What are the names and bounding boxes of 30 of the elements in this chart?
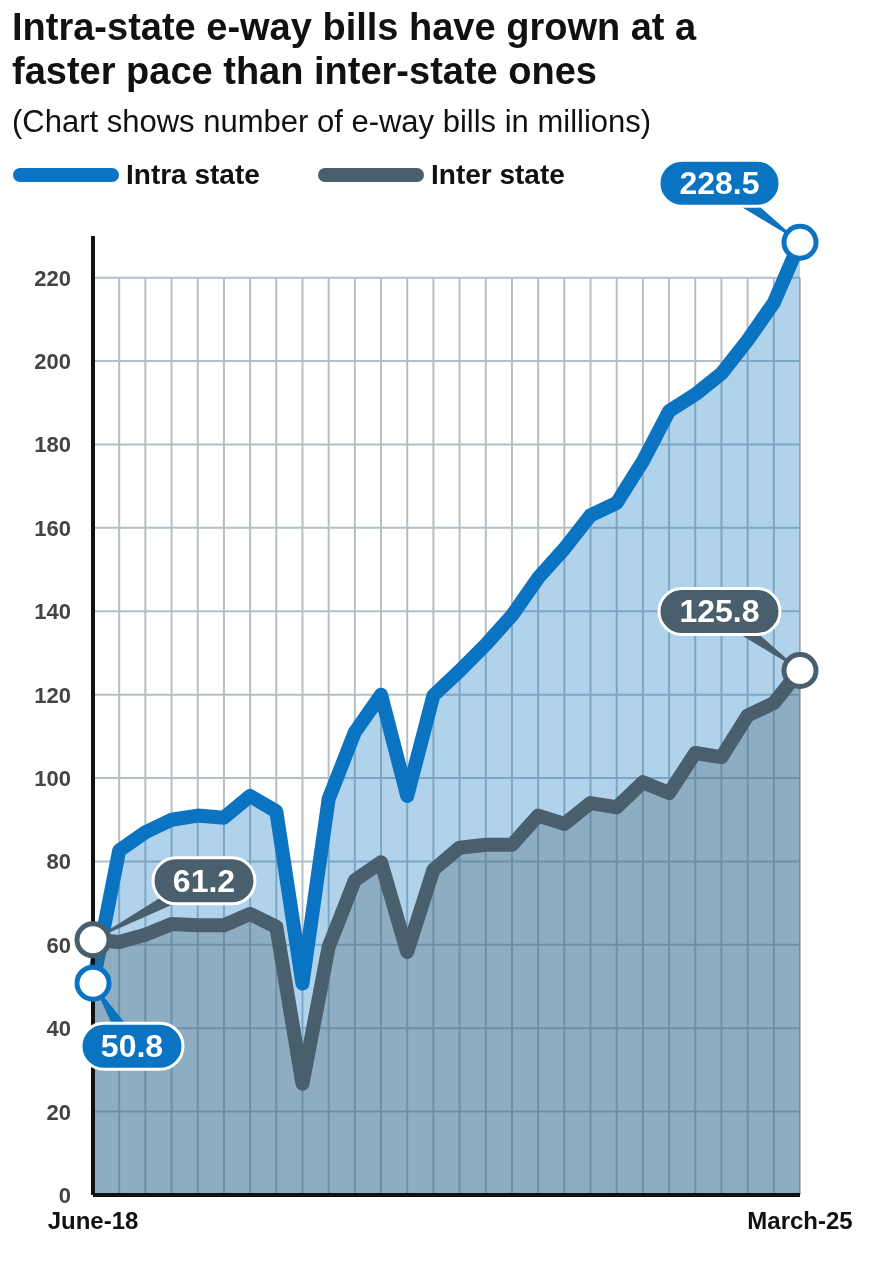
chart-subtitle: (Chart shows number of e-way bills in millions): [12, 104, 652, 139]
point: [74, 921, 112, 959]
annotation: 228.5: [679, 165, 760, 202]
y-tick-label: 80: [46, 849, 71, 875]
y-tick-label: 140: [34, 599, 71, 625]
x-tick-label: March-25: [747, 1207, 853, 1234]
y-tick-label: 120: [34, 682, 71, 708]
y-tick-label: 100: [34, 766, 71, 792]
annotation: 125.8: [679, 593, 760, 630]
y-tick-label: 20: [46, 1099, 71, 1125]
point: [74, 964, 112, 1002]
value-callout: 61.2: [74, 856, 257, 959]
legend-label: Inter state: [431, 159, 565, 190]
value-callout: 228.5: [657, 158, 819, 261]
point: [781, 223, 819, 261]
x-tick-label: June-18: [47, 1207, 139, 1234]
y-tick-label: 40: [46, 1016, 71, 1042]
annotation: 50.8: [100, 1028, 164, 1065]
annotation: 61.2: [172, 862, 236, 899]
point: [781, 651, 819, 689]
chart-title: Intra-state e-way bills have grown at a faster pace than inter-state ones: [12, 6, 698, 92]
y-tick-label: 0: [58, 1183, 71, 1208]
y-tick-label: 160: [34, 515, 71, 541]
value-callout: 50.8: [74, 964, 185, 1071]
y-tick-label: 60: [46, 932, 71, 958]
legend-label: Intra state: [126, 159, 260, 190]
y-tick-label: 220: [34, 265, 71, 291]
y-tick-label: 180: [34, 432, 71, 458]
value-callout: 125.8: [657, 586, 819, 689]
y-tick-label: 200: [34, 349, 71, 375]
